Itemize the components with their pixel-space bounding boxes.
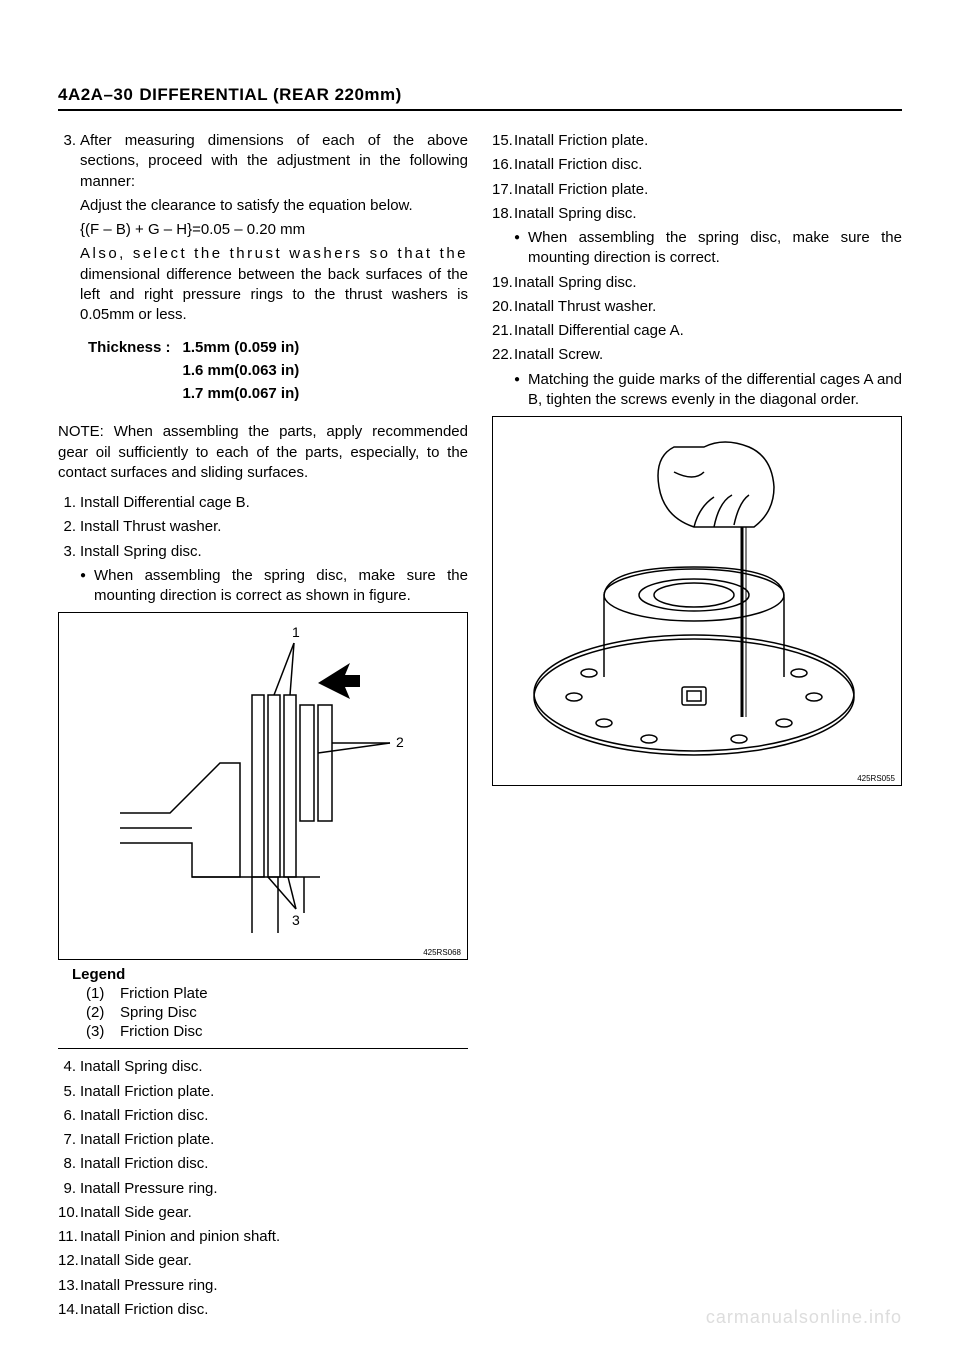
step-22-bullet: ●Matching the guide marks of the differe… bbox=[492, 370, 902, 411]
step-6: 6.Inatall Friction disc. bbox=[58, 1106, 468, 1126]
bullet-icon: ● bbox=[514, 228, 528, 269]
left-column: 3. After measuring dimensions of each of… bbox=[58, 131, 468, 1324]
figure-1-code: 425RS068 bbox=[423, 948, 461, 957]
fig1-label-2: 2 bbox=[396, 734, 404, 750]
step-17: 17.Inatall Friction plate. bbox=[492, 180, 902, 200]
watermark: carmanualsonline.info bbox=[706, 1307, 902, 1328]
step-10: 10.Inatall Side gear. bbox=[58, 1203, 468, 1223]
legend-list: (1)Friction Plate (2)Spring Disc (3)Fric… bbox=[58, 985, 468, 1040]
step-3: 3. After measuring dimensions of each of… bbox=[58, 131, 468, 192]
figure-spring-disc-svg: 1 2 3 bbox=[59, 613, 467, 959]
step-7: 7.Inatall Friction plate. bbox=[58, 1130, 468, 1150]
note-label: NOTE: bbox=[58, 423, 104, 440]
fig1-label-1: 1 bbox=[292, 624, 300, 640]
thickness-1: 1.5mm (0.059 in) bbox=[183, 339, 300, 356]
also-text-wide: Also, select the thrust washers so that … bbox=[80, 245, 468, 262]
bullet-icon: ● bbox=[514, 370, 528, 411]
step-15: 15.Inatall Friction plate. bbox=[492, 131, 902, 151]
step-20: 20.Inatall Thrust washer. bbox=[492, 297, 902, 317]
step-22: 22.Inatall Screw. bbox=[492, 345, 902, 365]
step-9: 9.Inatall Pressure ring. bbox=[58, 1179, 468, 1199]
fig1-label-3: 3 bbox=[292, 912, 300, 928]
thickness-label: Thickness : bbox=[88, 339, 171, 408]
note-block: NOTE: When assembling the parts, apply r… bbox=[58, 422, 468, 483]
thickness-2: 1.6 mm(0.063 in) bbox=[183, 362, 300, 379]
step-3b: 3.Install Spring disc. bbox=[58, 542, 468, 562]
legend-row: (2)Spring Disc bbox=[86, 1004, 468, 1021]
note-text: When assembling the parts, apply recomme… bbox=[58, 423, 468, 481]
thickness-values: 1.5mm (0.059 in) 1.6 mm(0.063 in) 1.7 mm… bbox=[183, 339, 300, 408]
figure-spring-disc: 1 2 3 425RS068 bbox=[58, 612, 468, 960]
step-12: 12.Inatall Side gear. bbox=[58, 1251, 468, 1271]
step-13: 13.Inatall Pressure ring. bbox=[58, 1276, 468, 1296]
thickness-3: 1.7 mm(0.067 in) bbox=[183, 385, 300, 402]
figure-differential-cage-svg bbox=[493, 417, 901, 785]
step-text: After measuring dimensions of each of th… bbox=[80, 131, 468, 192]
legend-row: (1)Friction Plate bbox=[86, 985, 468, 1002]
legend-title: Legend bbox=[58, 966, 468, 983]
header-code: 4A2A–30 bbox=[58, 85, 133, 105]
step-14: 14.Inatall Friction disc. bbox=[58, 1300, 468, 1320]
step-21: 21.Inatall Differential cage A. bbox=[492, 321, 902, 341]
step-18-bullet: ●When assembling the spring disc, make s… bbox=[492, 228, 902, 269]
step-18: 18.Inatall Spring disc. bbox=[492, 204, 902, 224]
also-text-rest: dimensional difference between the back … bbox=[80, 266, 468, 324]
step-1: 1.Install Differential cage B. bbox=[58, 493, 468, 513]
separator bbox=[58, 1048, 468, 1049]
step-5: 5.Inatall Friction plate. bbox=[58, 1082, 468, 1102]
step-16: 16.Inatall Friction disc. bbox=[492, 155, 902, 175]
step-3-line2: Adjust the clearance to satisfy the equa… bbox=[58, 196, 468, 216]
header-title: DIFFERENTIAL (REAR 220mm) bbox=[139, 85, 402, 105]
legend-row: (3)Friction Disc bbox=[86, 1023, 468, 1040]
figure-differential-cage: 425RS055 bbox=[492, 416, 902, 786]
bullet-icon: ● bbox=[80, 566, 94, 607]
right-column: 15.Inatall Friction plate. 16.Inatall Fr… bbox=[492, 131, 902, 1324]
figure-2-code: 425RS055 bbox=[857, 774, 895, 783]
step-3b-bullet: ●When assembling the spring disc, make s… bbox=[58, 566, 468, 607]
step-8: 8.Inatall Friction disc. bbox=[58, 1154, 468, 1174]
step-11: 11.Inatall Pinion and pinion shaft. bbox=[58, 1227, 468, 1247]
thickness-block: Thickness : 1.5mm (0.059 in) 1.6 mm(0.06… bbox=[58, 339, 468, 408]
content-columns: 3. After measuring dimensions of each of… bbox=[58, 131, 902, 1324]
page-header: 4A2A–30 DIFFERENTIAL (REAR 220mm) bbox=[58, 85, 902, 111]
step-2: 2.Install Thrust washer. bbox=[58, 517, 468, 537]
step-number: 3. bbox=[58, 131, 80, 192]
step-19: 19.Inatall Spring disc. bbox=[492, 273, 902, 293]
also-note: Also, select the thrust washers so that … bbox=[58, 244, 468, 325]
equation: {(F – B) + G – H}=0.05 – 0.20 mm bbox=[58, 220, 468, 240]
step-4: 4.Inatall Spring disc. bbox=[58, 1057, 468, 1077]
